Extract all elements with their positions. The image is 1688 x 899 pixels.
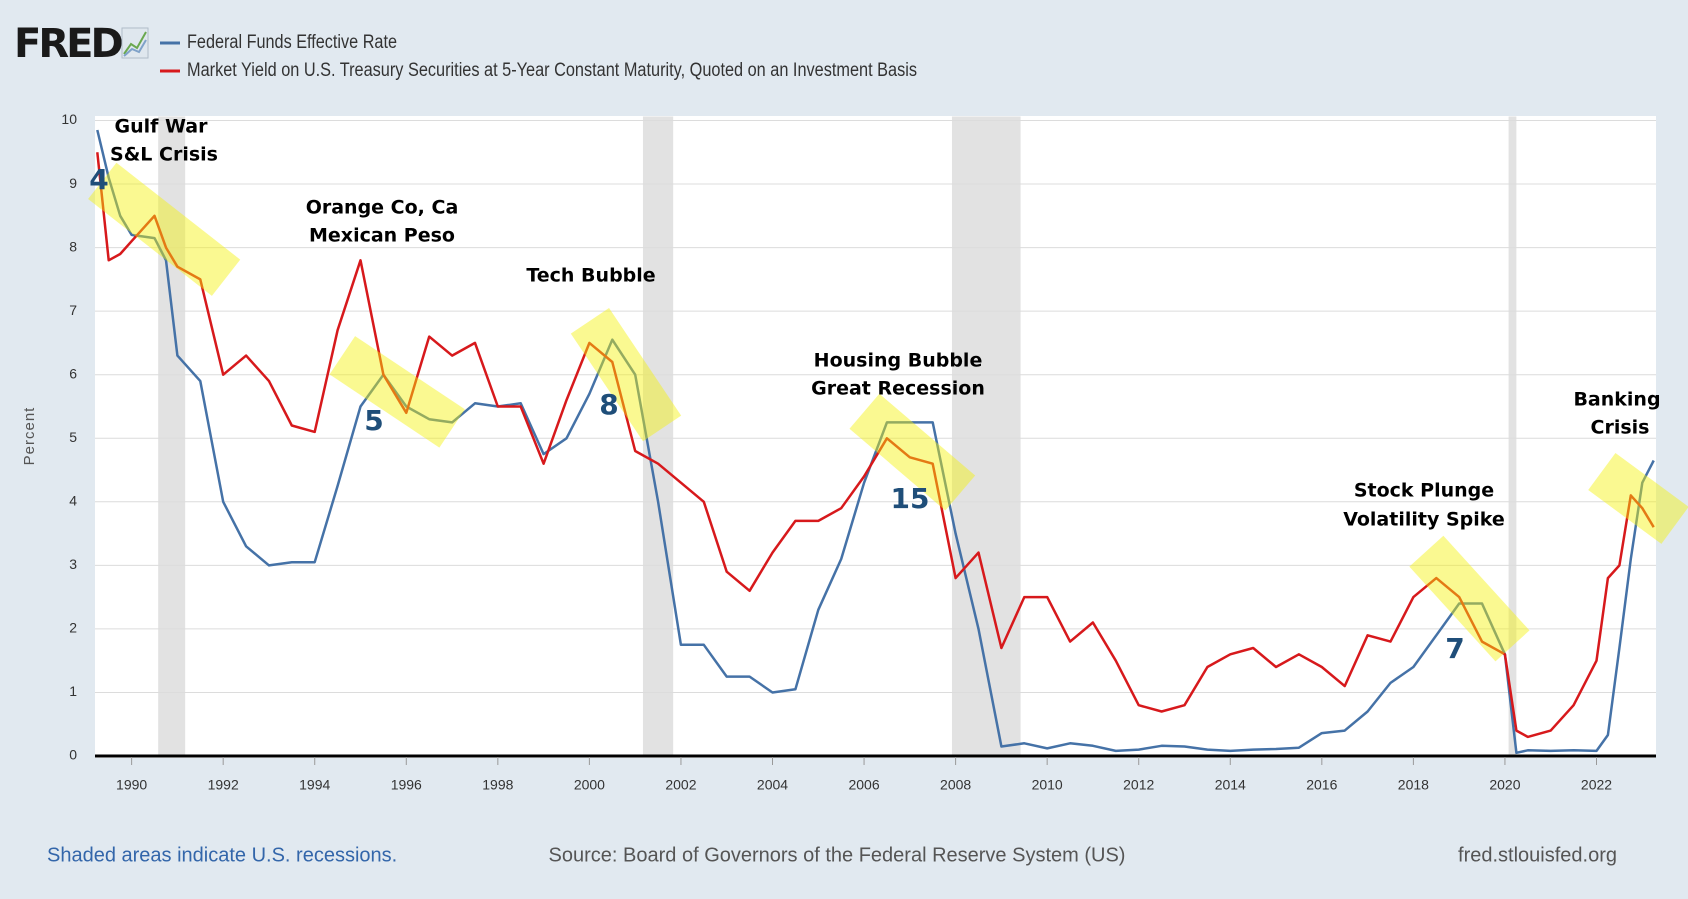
footer-source: Source: Board of Governors of the Federa… bbox=[549, 844, 1126, 866]
count-label: 7 bbox=[1445, 632, 1464, 665]
annotation: Tech Bubble bbox=[526, 265, 655, 287]
series-line bbox=[96, 129, 1655, 755]
y-tick-label: 4 bbox=[69, 493, 77, 509]
x-tick-label: 2014 bbox=[1215, 777, 1246, 793]
annotation: Stock Plunge bbox=[1354, 480, 1494, 502]
y-tick-label: 7 bbox=[69, 302, 77, 318]
count-label: 15 bbox=[891, 482, 930, 515]
x-tick-label: 1994 bbox=[299, 777, 330, 793]
series-line bbox=[96, 152, 1655, 739]
logo: FRED bbox=[14, 21, 122, 67]
recession-band bbox=[642, 116, 674, 756]
logo-icon bbox=[121, 27, 149, 59]
x-tick-label: 2012 bbox=[1123, 777, 1154, 793]
x-tick-label: 2022 bbox=[1581, 777, 1612, 793]
y-tick-label: 5 bbox=[69, 429, 77, 445]
annotation: Housing Bubble bbox=[814, 350, 983, 372]
count-label: 4 bbox=[89, 163, 108, 196]
footer-site: fred.stlouisfed.org bbox=[1458, 844, 1617, 866]
y-tick-label: 1 bbox=[69, 683, 77, 699]
x-tick-label: 2010 bbox=[1032, 777, 1063, 793]
x-tick-label: 1996 bbox=[391, 777, 422, 793]
count-label: 5 bbox=[364, 404, 383, 437]
x-tick-label: 2004 bbox=[757, 777, 788, 793]
y-tick-label: 0 bbox=[69, 747, 77, 763]
x-tick-label: 1992 bbox=[208, 777, 239, 793]
count-label: 8 bbox=[599, 388, 618, 421]
legend-label: Federal Funds Effective Rate bbox=[187, 32, 397, 53]
x-tick-label: 2002 bbox=[665, 777, 696, 793]
x-tick-label: 2016 bbox=[1306, 777, 1337, 793]
annotation: Volatility Spike bbox=[1343, 509, 1505, 531]
x-tick-label: 2018 bbox=[1398, 777, 1429, 793]
annotation: Great Recession bbox=[811, 378, 985, 400]
x-tick-label: 1990 bbox=[116, 777, 147, 793]
y-tick-label: 10 bbox=[61, 111, 77, 127]
y-tick-label: 9 bbox=[69, 175, 77, 191]
x-tick-label: 2020 bbox=[1489, 777, 1520, 793]
legend-label: Market Yield on U.S. Treasury Securities… bbox=[187, 60, 917, 81]
highlight bbox=[1588, 452, 1688, 544]
recession-band bbox=[158, 116, 186, 756]
recession-band bbox=[951, 116, 1021, 756]
y-tick-label: 8 bbox=[69, 238, 77, 254]
annotation: S&L Crisis bbox=[110, 144, 218, 166]
y-tick-label: 6 bbox=[69, 365, 77, 381]
y-axis-label: Percent bbox=[21, 407, 38, 466]
y-tick-label: 3 bbox=[69, 556, 77, 572]
x-tick-label: 2006 bbox=[848, 777, 879, 793]
highlight bbox=[570, 307, 682, 442]
x-tick-label: 1998 bbox=[482, 777, 513, 793]
annotation: Mexican Peso bbox=[309, 225, 455, 247]
highlight bbox=[1409, 535, 1530, 662]
y-tick-label: 2 bbox=[69, 620, 77, 636]
annotation: Gulf War bbox=[115, 116, 209, 138]
x-tick-label: 2000 bbox=[574, 777, 605, 793]
highlight bbox=[849, 393, 976, 511]
highlight bbox=[329, 336, 465, 448]
highlight bbox=[88, 162, 241, 296]
plot-area bbox=[95, 116, 1656, 758]
annotation: Crisis bbox=[1591, 417, 1650, 439]
annotation: Banking bbox=[1573, 389, 1660, 411]
footer-note: Shaded areas indicate U.S. recessions. bbox=[47, 844, 397, 866]
annotation: Orange Co, Ca bbox=[306, 197, 459, 219]
recession-band bbox=[1508, 116, 1517, 756]
x-tick-label: 2008 bbox=[940, 777, 971, 793]
